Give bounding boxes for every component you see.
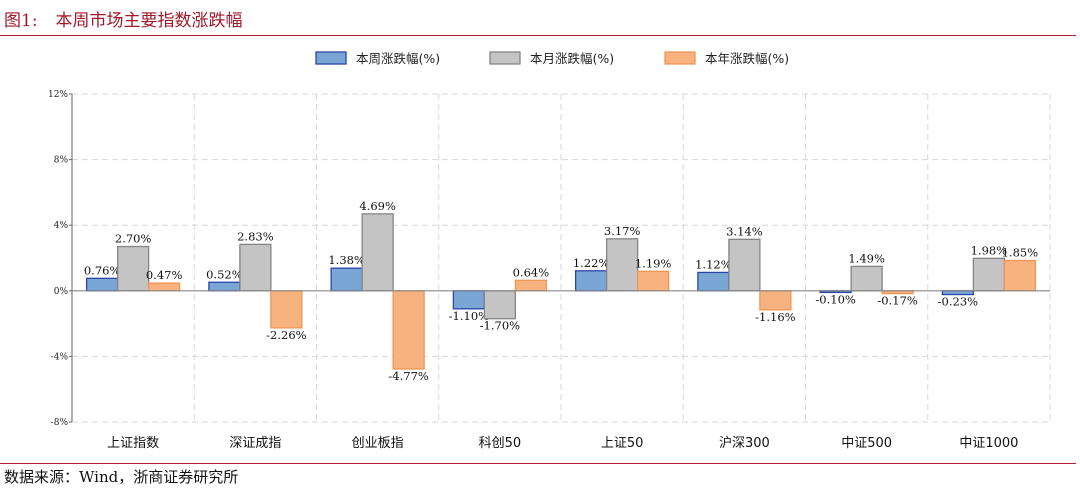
y-tick-label: 8% [54,156,69,166]
bar [697,271,730,292]
data-label: 2.83% [237,229,274,243]
x-tick-label: 中证500 [841,436,892,451]
data-label: 4.69% [359,199,396,213]
bar [574,270,608,292]
bar [392,290,425,370]
bar [270,290,303,329]
top-rule [0,35,1076,36]
source-note: 数据来源：Wind，浙商证券研究所 [4,468,239,486]
figure-title-text: 本周市场主要指数涨跌幅 [55,11,243,31]
bar [514,279,548,292]
x-tick-label: 上证指数 [107,436,159,451]
legend-swatch [489,51,521,65]
data-label: -0.23% [938,295,978,309]
x-tick-label: 科创50 [479,436,522,451]
data-label: 2.70% [115,232,152,246]
legend-swatch [315,51,347,65]
bar [208,281,241,292]
bar [239,243,272,292]
bar [116,245,150,292]
data-label: 1.98% [971,243,1008,257]
bar [605,238,639,292]
figure-title: 图1: 本周市场主要指数涨跌幅 [4,6,243,31]
bar [330,267,363,292]
bar [147,282,181,292]
legend-label: 本周涨跌幅(%) [356,51,440,66]
data-label: -1.10% [449,309,489,323]
data-label: -1.70% [480,319,520,333]
data-label: 1.85% [1002,245,1039,259]
data-label: 1.19% [635,256,672,270]
data-label: 1.22% [573,256,610,270]
y-tick-label: 0% [54,287,69,297]
x-tick-label: 沪深300 [719,435,770,451]
y-tick-label: -4% [51,352,69,362]
legend-label: 本年涨跌幅(%) [705,51,789,66]
data-label: 1.49% [848,251,885,265]
bar [636,270,670,292]
data-label: -0.17% [877,294,917,308]
bar [1003,259,1037,292]
bar [850,265,883,292]
bar [728,238,761,292]
data-label: 3.17% [604,224,641,238]
x-tick-label: 深证成指 [229,436,281,451]
bar [483,290,517,320]
data-label: -0.10% [815,292,855,306]
data-label: 0.76% [84,263,121,277]
x-tick-label: 创业板指 [352,436,404,451]
data-label: -2.26% [266,328,306,342]
legend-label: 本月涨跌幅(%) [530,51,614,66]
bottom-rule [0,463,1076,464]
data-label: -4.77% [388,369,428,383]
bar [85,277,119,292]
y-tick-label: 4% [54,221,69,231]
bar [452,290,486,310]
data-label: -1.16% [755,310,795,324]
y-tick-label: -8% [51,418,69,428]
figure-label: 图1: [4,11,38,31]
data-label: 0.64% [513,265,550,279]
data-label: 1.12% [695,257,732,271]
data-label: 0.52% [206,267,243,281]
data-label: 0.47% [146,268,183,282]
y-tick-label: 12% [48,90,68,100]
data-label: 3.14% [726,224,763,238]
bar [361,213,394,292]
x-tick-label: 中证1000 [959,436,1018,451]
x-tick-label: 上证50 [601,436,644,451]
data-label: 1.38% [328,253,365,267]
bar [759,290,792,311]
bar [972,257,1006,292]
legend-swatch [664,51,696,65]
